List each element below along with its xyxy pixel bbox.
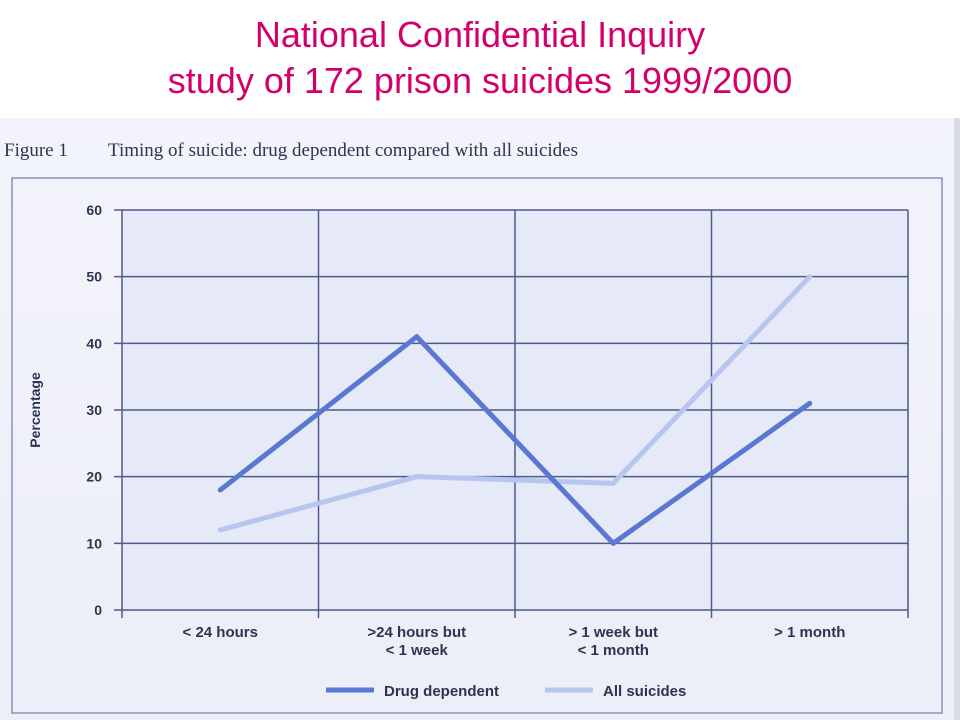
y-tick-label: 60 xyxy=(86,202,102,218)
legend: Drug dependent All suicides xyxy=(326,683,686,700)
figure-title: Timing of suicide: drug dependent compar… xyxy=(108,140,578,161)
x-category-label: >24 hours but < 1 week xyxy=(367,624,466,659)
y-tick-label: 20 xyxy=(86,469,102,485)
y-tick-label: 40 xyxy=(86,335,102,351)
data-point xyxy=(414,474,420,480)
x-axis-categories: < 24 hours >24 hours but < 1 week > 1 week … xyxy=(183,624,846,659)
series-line-drug-dependent xyxy=(218,334,812,546)
y-axis-ticks: 0 10 20 30 40 50 60 xyxy=(86,202,102,618)
figure-caption: Figure 1 Timing of suicide: drug dependen… xyxy=(4,140,578,162)
data-point xyxy=(610,540,616,546)
y-tick-label: 30 xyxy=(86,402,102,418)
y-tick-label: 10 xyxy=(86,535,102,551)
y-tick-label: 0 xyxy=(94,602,102,618)
grid-lines xyxy=(114,209,909,618)
data-point xyxy=(807,400,813,406)
slide-title-line-2: study of 172 prison suicides 1999/2000 xyxy=(167,60,793,101)
data-point xyxy=(217,487,223,493)
data-point xyxy=(610,480,616,486)
data-point xyxy=(217,527,223,533)
x-category-label: > 1 week but < 1 month xyxy=(568,624,658,659)
x-category-label: > 1 month xyxy=(774,624,845,641)
series-line-all-suicides xyxy=(219,274,812,533)
scan-edge xyxy=(954,118,960,720)
legend-label: All suicides xyxy=(603,683,686,700)
x-category-label: < 24 hours xyxy=(183,624,258,641)
legend-label: Drug dependent xyxy=(384,683,499,700)
figure-frame xyxy=(11,177,943,714)
slide-title-line-1: National Confidential Inquiry xyxy=(254,14,706,55)
figure-number: Figure 1 xyxy=(4,140,68,161)
series-lines xyxy=(217,274,813,546)
y-axis-label: Percentage xyxy=(27,372,43,448)
data-point xyxy=(414,334,420,340)
data-point xyxy=(807,274,813,280)
slide-title: National Confidential Inquiry study of 1… xyxy=(0,12,960,104)
y-tick-label: 50 xyxy=(86,269,102,285)
